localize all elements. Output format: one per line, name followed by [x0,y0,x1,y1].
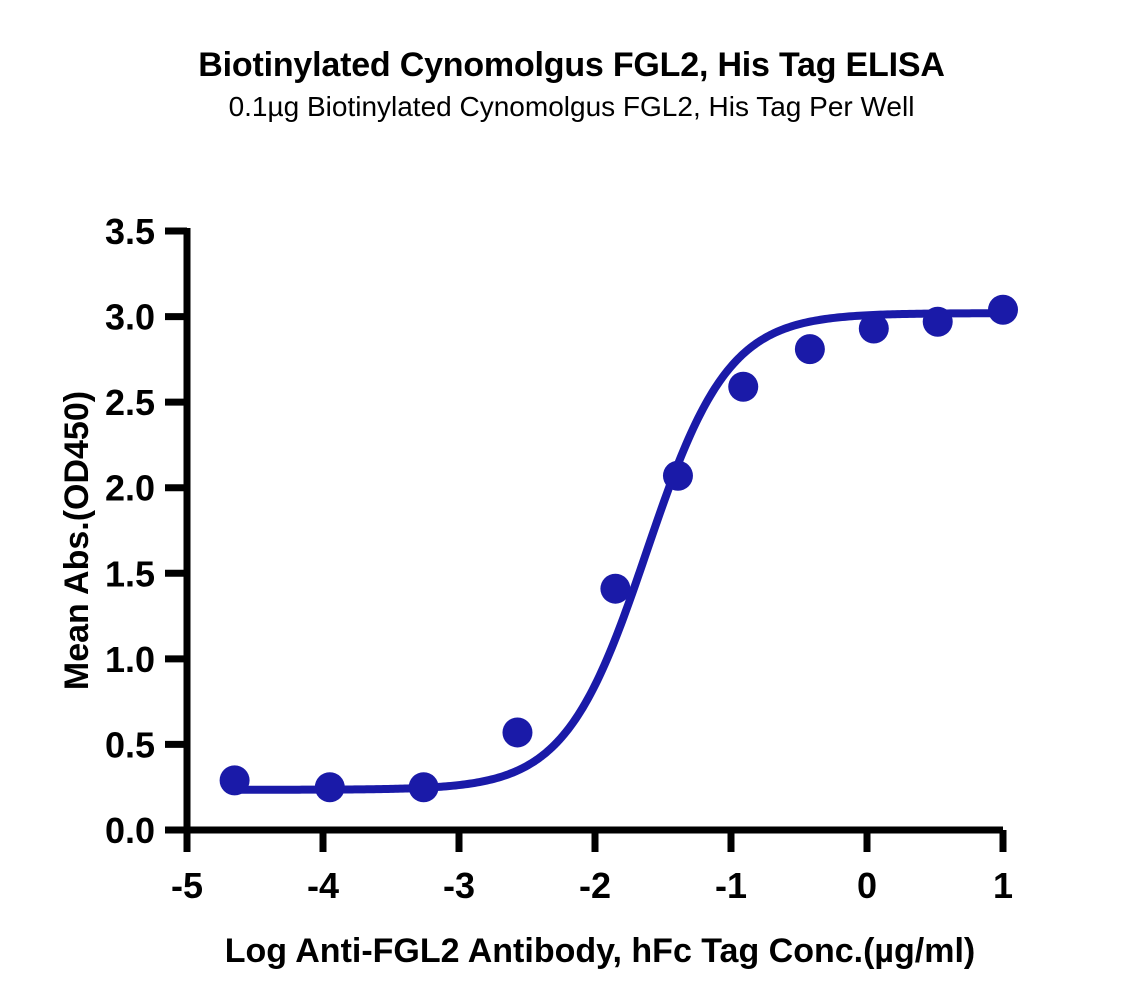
y-axis-tick-labels: 0.0 0.5 1.0 1.5 2.0 2.5 3.0 3.5 [105,211,155,851]
y-tick-label: 3.5 [105,211,155,252]
data-point [600,573,631,604]
y-axis-ticks [165,227,187,834]
x-tick-label: -2 [579,865,611,906]
chart-subtitle: 0.1µg Biotinylated Cynomolgus FGL2, His … [228,91,915,122]
data-point [794,334,825,365]
x-axis-ticks [183,830,1007,852]
data-point [728,371,759,402]
y-tick-label: 2.5 [105,382,155,423]
data-points [219,294,1018,803]
x-axis: -5 -4 -3 -2 -1 0 1 [171,826,1013,906]
x-axis-title: Log Anti-FGL2 Antibody, hFc Tag Conc.(µg… [225,932,976,970]
data-point [408,772,439,803]
x-tick-label: -5 [171,865,203,906]
fit-curve [230,309,1007,794]
data-point [662,460,693,491]
y-tick-label: 1.5 [105,553,155,594]
y-tick-label: 1.0 [105,639,155,680]
y-tick-label: 0.0 [105,810,155,851]
x-tick-label: -1 [715,865,747,906]
data-point [502,717,533,748]
x-tick-label: 0 [857,865,877,906]
y-tick-label: 2.0 [105,468,155,509]
y-axis: 0.0 0.5 1.0 1.5 2.0 2.5 3.0 3.5 [105,211,191,851]
x-tick-label: -3 [443,865,475,906]
y-tick-label: 3.0 [105,297,155,338]
data-series [219,294,1018,803]
y-tick-label: 0.5 [105,724,155,765]
data-point [922,306,953,337]
x-tick-label: -4 [307,865,339,906]
data-point [314,772,345,803]
x-tick-label: 1 [993,865,1013,906]
data-point [219,765,250,796]
x-axis-tick-labels: -5 -4 -3 -2 -1 0 1 [171,865,1013,906]
data-point [988,294,1018,325]
chart-title: Biotinylated Cynomolgus FGL2, His Tag EL… [198,46,945,84]
y-axis-title: Mean Abs.(OD450) [58,391,96,690]
title-block: Biotinylated Cynomolgus FGL2, His Tag EL… [0,44,1143,126]
data-point [858,313,889,344]
